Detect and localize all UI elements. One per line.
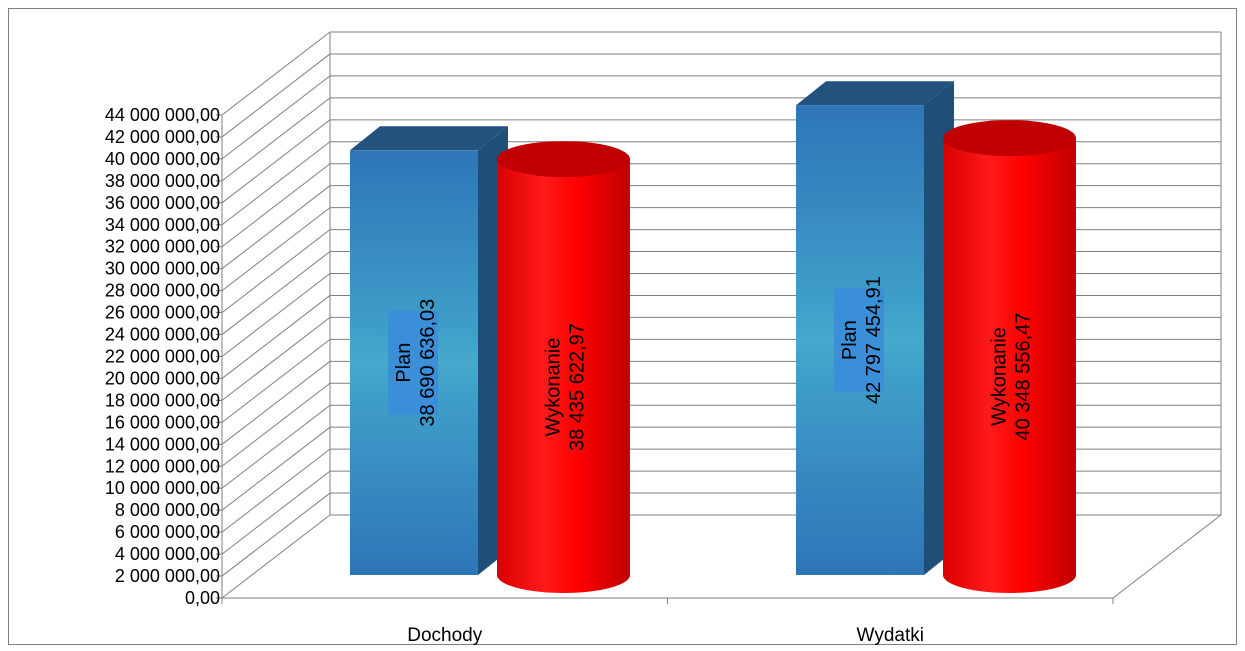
bars <box>350 81 1076 594</box>
y-tick-label: 26 000 000,00 <box>105 303 220 323</box>
plan-bar-top-1 <box>796 81 954 106</box>
side-wall-gridline <box>221 141 331 226</box>
side-wall-gridline <box>221 338 331 423</box>
category-label-1: Wydatki <box>857 625 924 646</box>
wykonanie-label-name: Wykonanie <box>543 338 565 437</box>
plan-label-box-0 <box>388 310 438 415</box>
plan-label-box-1 <box>834 288 884 393</box>
side-wall-gridline <box>221 382 331 467</box>
side-wall-gridline <box>221 207 331 292</box>
wykonanie-label-1: Wykonanie 40 348 556,47 <box>989 313 1035 441</box>
y-tick-label: 8 000 000,00 <box>115 500 220 520</box>
y-tick-label: 28 000 000,00 <box>105 281 220 301</box>
side-wall-gridline <box>221 448 331 533</box>
y-tick-label: 40 000 000,00 <box>105 149 220 169</box>
side-wall-gridline <box>221 514 331 599</box>
side-wall-gridline <box>221 97 331 182</box>
wykonanie-bar-0 <box>497 159 630 594</box>
y-tick-label: 32 000 000,00 <box>105 237 220 257</box>
side-wall-gridline <box>221 492 331 577</box>
category-label-0: Dochody <box>407 625 482 646</box>
y-tick-label: 22 000 000,00 <box>105 347 220 367</box>
y-tick-label: 44 000 000,00 <box>105 105 220 125</box>
side-wall-gridline <box>221 31 331 116</box>
plan-label-1: Plan 42 797 454,91 <box>839 276 885 404</box>
plan-label-name: Plan <box>393 343 415 383</box>
chart-frame <box>8 8 1237 645</box>
plan-label-value: 42 797 454,91 <box>863 276 885 404</box>
side-wall-gridline <box>221 75 331 160</box>
side-wall-gridline <box>221 119 331 204</box>
y-axis-tick-labels: 0,002 000 000,004 000 000,006 000 000,00… <box>105 105 220 608</box>
y-tick-label: 4 000 000,00 <box>115 544 220 564</box>
y-tick-label: 16 000 000,00 <box>105 412 220 432</box>
floor-right-edge <box>1112 514 1222 599</box>
plan-bar-top-0 <box>350 126 508 151</box>
wykonanie-label-name: Wykonanie <box>989 327 1011 426</box>
y-tick-label: 6 000 000,00 <box>115 522 220 542</box>
y-tick-label: 24 000 000,00 <box>105 325 220 345</box>
side-wall-gridline <box>221 273 331 357</box>
data-labels: Plan 38 690 636,03 Wykonanie 38 435 622,97 P… <box>388 276 1035 451</box>
side-wall-gridline <box>221 163 331 248</box>
side-wall-gridline <box>221 317 331 401</box>
wykonanie-label-value: 40 348 556,47 <box>1013 313 1035 441</box>
y-tick-label: 42 000 000,00 <box>105 127 220 147</box>
plan-label-name: Plan <box>839 320 861 360</box>
side-wall-gridline <box>221 185 331 270</box>
y-tick-label: 18 000 000,00 <box>105 390 220 410</box>
y-tick-label: 10 000 000,00 <box>105 478 220 498</box>
wykonanie-bar-top-1 <box>943 120 1076 157</box>
category-labels: Dochody Wydatki <box>407 625 924 646</box>
y-tick-label: 0,00 <box>185 588 220 608</box>
y-tick-label: 34 000 000,00 <box>105 215 220 235</box>
y-tick-label: 36 000 000,00 <box>105 193 220 213</box>
wykonanie-bar-top-0 <box>497 141 630 178</box>
wykonanie-label-value: 38 435 622,97 <box>567 323 589 451</box>
side-wall-gridline <box>221 360 331 445</box>
side-wall-gridline <box>221 295 331 379</box>
side-wall-gridline <box>221 470 331 555</box>
plan-label-value: 38 690 636,03 <box>417 299 439 427</box>
wykonanie-label-0: Wykonanie 38 435 622,97 <box>543 323 589 451</box>
y-tick-label: 20 000 000,00 <box>105 368 220 388</box>
side-wall-gridline <box>221 426 331 511</box>
side-wall-gridline <box>221 53 331 138</box>
side-wall-gridline <box>221 404 331 489</box>
y-tick-label: 12 000 000,00 <box>105 456 220 476</box>
side-wall-gridline <box>221 251 331 335</box>
wykonanie-bar-1 <box>943 138 1076 593</box>
y-tick-label: 2 000 000,00 <box>115 566 220 586</box>
y-tick-label: 30 000 000,00 <box>105 259 220 279</box>
y-tick-label: 38 000 000,00 <box>105 171 220 191</box>
plan-label-0: Plan 38 690 636,03 <box>393 299 439 427</box>
side-wall-gridline <box>221 229 331 313</box>
y-tick-label: 14 000 000,00 <box>105 434 220 454</box>
